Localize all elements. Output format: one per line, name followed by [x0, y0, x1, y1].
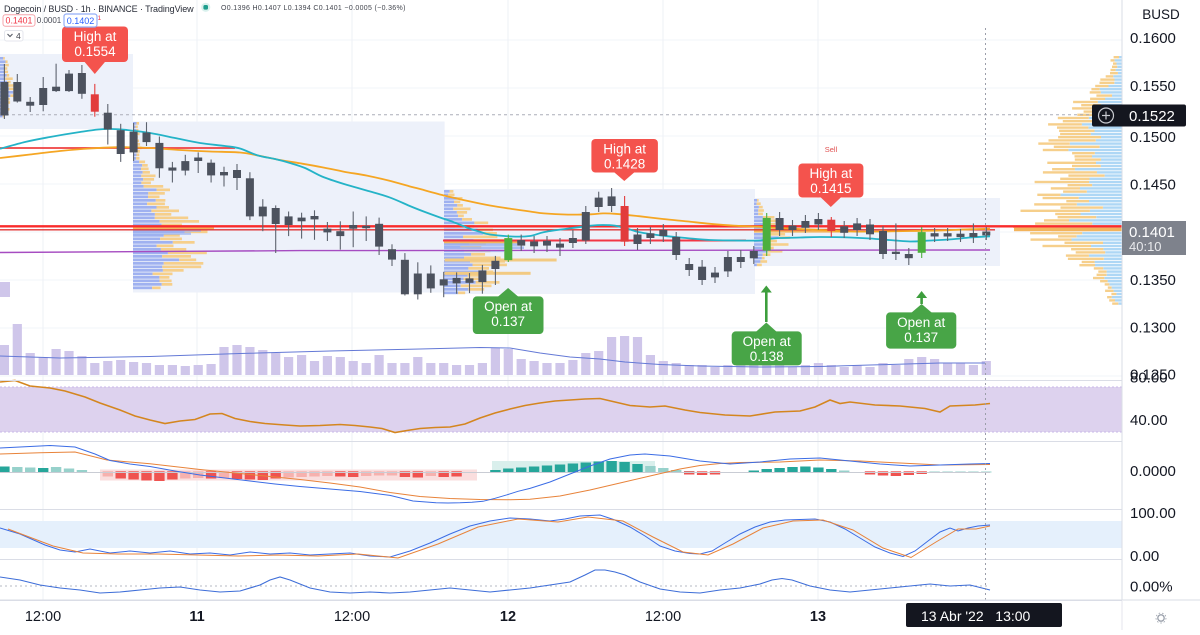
svg-text:0.1350: 0.1350 — [1130, 272, 1176, 289]
svg-text:0.137: 0.137 — [491, 314, 525, 329]
svg-text:0.1554: 0.1554 — [74, 44, 116, 59]
svg-text:0.1500: 0.1500 — [1130, 129, 1176, 146]
svg-text:0.1415: 0.1415 — [810, 181, 851, 196]
svg-text:Sell: Sell — [825, 145, 838, 154]
svg-text:0.1401: 0.1401 — [6, 16, 33, 26]
svg-text:Open at: Open at — [897, 315, 945, 330]
svg-text:0.1550: 0.1550 — [1130, 78, 1176, 95]
svg-text:0.1300: 0.1300 — [1130, 320, 1176, 337]
svg-text:0.1250: 0.1250 — [1130, 367, 1176, 384]
svg-text:12: 12 — [500, 609, 516, 625]
svg-text:Dogecoin / BUSD · 1h · BINANCE: Dogecoin / BUSD · 1h · BINANCE · Trading… — [4, 4, 194, 14]
svg-text:100.00: 100.00 — [1130, 505, 1176, 522]
svg-text:0.00%: 0.00% — [1130, 579, 1173, 596]
svg-text:12:00: 12:00 — [645, 609, 681, 625]
svg-text:0.1428: 0.1428 — [604, 157, 645, 172]
svg-text:13 Abr '22 13:00: 13 Abr '22 13:00 — [921, 608, 1031, 624]
svg-text:11: 11 — [189, 609, 204, 625]
svg-text:O0.1396 H0.1407 L0.1394 C0.140: O0.1396 H0.1407 L0.1394 C0.1401 −0.0005 … — [221, 5, 406, 12]
svg-text:1: 1 — [98, 15, 102, 22]
svg-text:0.1522: 0.1522 — [1129, 108, 1175, 125]
svg-text:0.1450: 0.1450 — [1130, 177, 1176, 194]
svg-text:0.1600: 0.1600 — [1130, 30, 1176, 47]
svg-text:Open at: Open at — [743, 334, 791, 349]
svg-text:12:00: 12:00 — [25, 609, 61, 625]
svg-text:0.00: 0.00 — [1130, 548, 1159, 565]
svg-text:0.1402: 0.1402 — [67, 16, 95, 26]
svg-text:BUSD: BUSD — [1142, 7, 1180, 22]
svg-text:13: 13 — [810, 609, 826, 625]
svg-text:0.137: 0.137 — [904, 330, 938, 345]
svg-text:High at: High at — [603, 142, 646, 157]
svg-text:Open at: Open at — [484, 299, 532, 314]
svg-text:12:00: 12:00 — [334, 609, 370, 625]
svg-text:80.00: 80.00 — [1130, 370, 1168, 387]
svg-text:40.00: 40.00 — [1130, 412, 1168, 429]
svg-text:40:10: 40:10 — [1129, 239, 1162, 254]
svg-text:4: 4 — [16, 31, 21, 41]
svg-text:0.0000: 0.0000 — [1130, 463, 1176, 480]
svg-text:0.138: 0.138 — [750, 349, 784, 364]
svg-text:High at: High at — [74, 29, 117, 44]
svg-text:0.1401: 0.1401 — [1129, 224, 1175, 241]
svg-text:High at: High at — [810, 166, 853, 181]
svg-text:0.0001: 0.0001 — [37, 16, 62, 25]
